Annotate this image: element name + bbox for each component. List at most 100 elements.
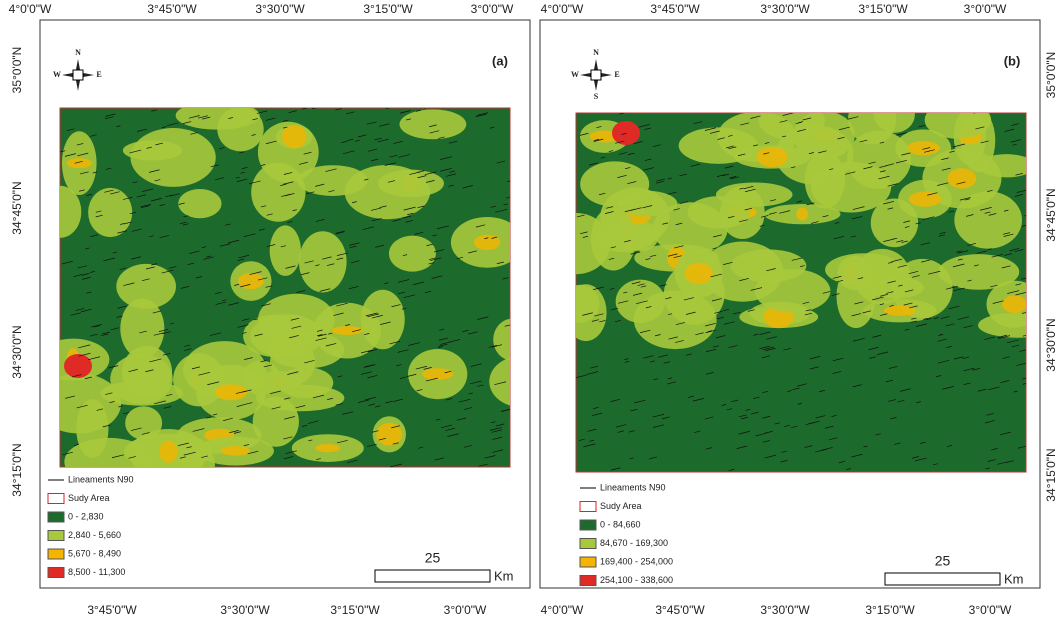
zone bbox=[159, 441, 177, 463]
legend-swatch bbox=[580, 520, 596, 530]
legend-swatch bbox=[48, 568, 64, 578]
zone bbox=[825, 253, 903, 286]
zone bbox=[688, 196, 751, 229]
side-tick-label: 35°0'0"N bbox=[10, 47, 24, 94]
zone bbox=[116, 264, 176, 309]
legend-swatch bbox=[48, 512, 64, 522]
legend-label: Sudy Area bbox=[68, 493, 110, 503]
legend-swatch bbox=[580, 539, 596, 549]
compass-s: S bbox=[594, 92, 599, 101]
zone bbox=[909, 192, 941, 207]
side-tick-label: 34°15'0"N bbox=[1044, 448, 1058, 501]
figure: 4°0'0"W 3°45'0"W 3°30'0"W 3°15'0"W 3°0'0"W 3°… bbox=[0, 0, 1064, 623]
legend-swatch bbox=[48, 531, 64, 541]
zone bbox=[796, 208, 808, 221]
zone bbox=[315, 444, 340, 452]
bottom-tick-label: 4°0'0"W bbox=[541, 603, 584, 617]
zone bbox=[612, 121, 640, 145]
scale-bar bbox=[885, 573, 1000, 585]
legend-label: 0 - 84,660 bbox=[600, 519, 641, 529]
top-tick-label: 3°15'0"W bbox=[363, 2, 413, 16]
legend-label: 254,100 - 338,600 bbox=[600, 575, 673, 585]
top-tick-label: 4°0'0"W bbox=[9, 2, 52, 16]
zone bbox=[756, 147, 787, 167]
compass-w: W bbox=[571, 70, 579, 79]
compass-e: E bbox=[96, 70, 101, 79]
legend-swatch bbox=[48, 549, 64, 559]
zone bbox=[178, 189, 221, 218]
compass-n: N bbox=[593, 48, 599, 57]
bottom-tick-label: 3°15'0"W bbox=[865, 603, 915, 617]
scale-label: 25 bbox=[935, 553, 951, 569]
top-tick-label: 3°0'0"W bbox=[964, 2, 1007, 16]
top-tick-label: 3°15'0"W bbox=[858, 2, 908, 16]
compass-center bbox=[73, 70, 83, 80]
zone bbox=[64, 354, 92, 378]
scale-bar bbox=[375, 570, 490, 582]
zone bbox=[616, 280, 666, 323]
zone bbox=[389, 236, 436, 272]
zone bbox=[1002, 296, 1027, 313]
legend-label: 2,840 - 5,660 bbox=[68, 530, 121, 540]
zone bbox=[67, 158, 92, 168]
zone bbox=[270, 225, 301, 275]
top-tick-label: 4°0'0"W bbox=[541, 2, 584, 16]
side-tick-label: 34°30'0"N bbox=[1044, 318, 1058, 371]
scale-unit: Km bbox=[1004, 571, 1024, 586]
zone bbox=[685, 263, 713, 284]
bottom-tick-label: 3°30'0"W bbox=[220, 603, 270, 617]
legend-label: 169,400 - 254,000 bbox=[600, 556, 673, 566]
bottom-tick-label: 3°15'0"W bbox=[330, 603, 380, 617]
bottom-tick-label: 3°0'0"W bbox=[444, 603, 487, 617]
zone bbox=[399, 109, 466, 139]
zone bbox=[345, 165, 430, 219]
zone bbox=[907, 141, 940, 155]
side-tick-label: 34°30'0"N bbox=[10, 325, 24, 378]
zone bbox=[947, 168, 976, 188]
zone bbox=[221, 446, 250, 456]
panel-label: (b) bbox=[1004, 53, 1021, 68]
zone bbox=[616, 191, 677, 217]
legend-label: Lineaments N90 bbox=[68, 474, 134, 484]
compass-center bbox=[591, 70, 601, 80]
side-tick-label: 34°15'0"N bbox=[10, 443, 24, 496]
zone bbox=[123, 140, 182, 160]
bottom-tick-label: 3°45'0"W bbox=[87, 603, 137, 617]
compass-w: W bbox=[53, 70, 61, 79]
legend-label: 84,670 - 169,300 bbox=[600, 538, 668, 548]
legend-label: 5,670 - 8,490 bbox=[68, 548, 121, 558]
zone bbox=[122, 346, 172, 398]
bottom-tick-label: 3°45'0"W bbox=[655, 603, 705, 617]
compass-n: N bbox=[75, 48, 81, 57]
zone bbox=[331, 326, 363, 335]
side-tick-label: 34°45'0"N bbox=[10, 181, 24, 234]
bottom-tick-label: 3°0'0"W bbox=[969, 603, 1012, 617]
scale-unit: Km bbox=[494, 568, 514, 583]
legend-swatch bbox=[48, 494, 64, 504]
zone bbox=[299, 231, 347, 292]
side-tick-label: 34°45'0"N bbox=[1044, 188, 1058, 241]
top-tick-label: 3°45'0"W bbox=[147, 2, 197, 16]
zone bbox=[938, 254, 1019, 290]
scale-label: 25 bbox=[425, 550, 441, 566]
legend-label: 8,500 - 11,300 bbox=[68, 567, 125, 577]
zone bbox=[422, 368, 453, 380]
zone bbox=[730, 249, 806, 282]
legend-label: Lineaments N90 bbox=[600, 482, 666, 492]
top-tick-label: 3°45'0"W bbox=[650, 2, 700, 16]
zone bbox=[251, 163, 305, 222]
zone bbox=[88, 188, 132, 237]
legend-swatch bbox=[580, 576, 596, 586]
legend-label: 0 - 2,830 bbox=[68, 511, 104, 521]
bottom-tick-label: 3°30'0"W bbox=[760, 603, 810, 617]
legend-swatch bbox=[580, 557, 596, 567]
legend-swatch bbox=[580, 502, 596, 512]
legend-label: Sudy Area bbox=[600, 501, 642, 511]
side-tick-label: 35°0'0"N bbox=[1044, 52, 1058, 99]
top-tick-label: 3°30'0"W bbox=[760, 2, 810, 16]
zone bbox=[125, 406, 162, 440]
top-tick-label: 3°0'0"W bbox=[471, 2, 514, 16]
zone bbox=[884, 306, 916, 316]
zone bbox=[282, 125, 307, 148]
panel-label: (a) bbox=[492, 53, 508, 68]
